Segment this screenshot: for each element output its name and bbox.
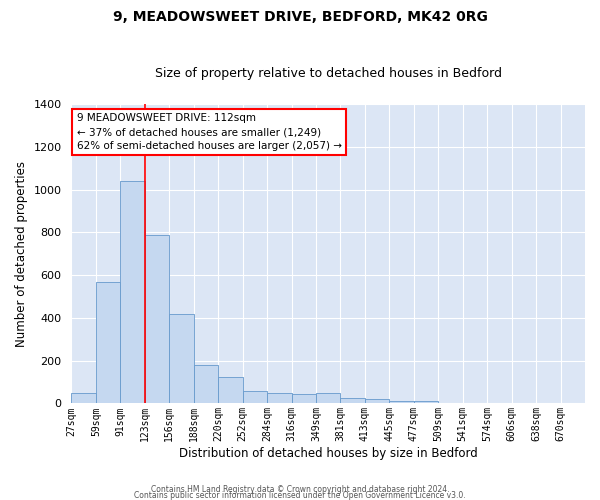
Text: Contains public sector information licensed under the Open Government Licence v3: Contains public sector information licen…: [134, 490, 466, 500]
Bar: [218, 376, 242, 404]
Bar: [121, 181, 145, 404]
Bar: [145, 234, 169, 404]
Bar: [292, 394, 316, 404]
Bar: [414, 402, 438, 404]
Bar: [242, 390, 267, 404]
Bar: [340, 398, 365, 404]
Bar: [71, 393, 96, 404]
Bar: [267, 393, 292, 404]
Bar: [316, 393, 340, 404]
Bar: [169, 314, 194, 404]
Bar: [389, 401, 414, 404]
X-axis label: Distribution of detached houses by size in Bedford: Distribution of detached houses by size …: [179, 447, 478, 460]
Title: Size of property relative to detached houses in Bedford: Size of property relative to detached ho…: [155, 66, 502, 80]
Text: Contains HM Land Registry data © Crown copyright and database right 2024.: Contains HM Land Registry data © Crown c…: [151, 484, 449, 494]
Bar: [194, 365, 218, 404]
Y-axis label: Number of detached properties: Number of detached properties: [15, 161, 28, 347]
Bar: [365, 399, 389, 404]
Text: 9, MEADOWSWEET DRIVE, BEDFORD, MK42 0RG: 9, MEADOWSWEET DRIVE, BEDFORD, MK42 0RG: [113, 10, 487, 24]
Bar: [96, 282, 121, 404]
Text: 9 MEADOWSWEET DRIVE: 112sqm
← 37% of detached houses are smaller (1,249)
62% of : 9 MEADOWSWEET DRIVE: 112sqm ← 37% of det…: [77, 114, 341, 152]
